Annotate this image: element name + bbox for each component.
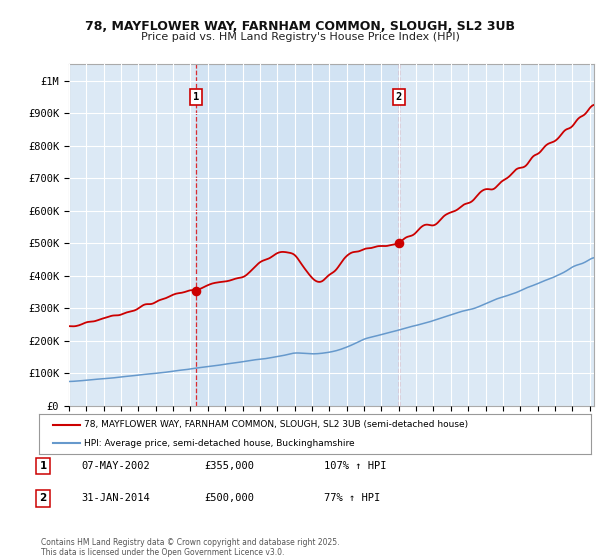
- Text: Contains HM Land Registry data © Crown copyright and database right 2025.
This d: Contains HM Land Registry data © Crown c…: [41, 538, 340, 557]
- Text: 77% ↑ HPI: 77% ↑ HPI: [324, 493, 380, 503]
- Text: 1: 1: [193, 92, 199, 102]
- Text: 107% ↑ HPI: 107% ↑ HPI: [324, 461, 386, 471]
- Text: 07-MAY-2002: 07-MAY-2002: [81, 461, 150, 471]
- Text: HPI: Average price, semi-detached house, Buckinghamshire: HPI: Average price, semi-detached house,…: [84, 438, 355, 447]
- Text: £355,000: £355,000: [204, 461, 254, 471]
- Bar: [196, 64, 399, 406]
- Text: 31-JAN-2014: 31-JAN-2014: [81, 493, 150, 503]
- Text: £500,000: £500,000: [204, 493, 254, 503]
- Text: 78, MAYFLOWER WAY, FARNHAM COMMON, SLOUGH, SL2 3UB: 78, MAYFLOWER WAY, FARNHAM COMMON, SLOUG…: [85, 20, 515, 32]
- Text: 2: 2: [40, 493, 47, 503]
- Text: Price paid vs. HM Land Registry's House Price Index (HPI): Price paid vs. HM Land Registry's House …: [140, 32, 460, 43]
- Point: [394, 239, 404, 248]
- Text: 78, MAYFLOWER WAY, FARNHAM COMMON, SLOUGH, SL2 3UB (semi-detached house): 78, MAYFLOWER WAY, FARNHAM COMMON, SLOUG…: [84, 421, 469, 430]
- Text: 2: 2: [395, 92, 402, 102]
- Text: 1: 1: [40, 461, 47, 471]
- Point: [191, 286, 201, 295]
